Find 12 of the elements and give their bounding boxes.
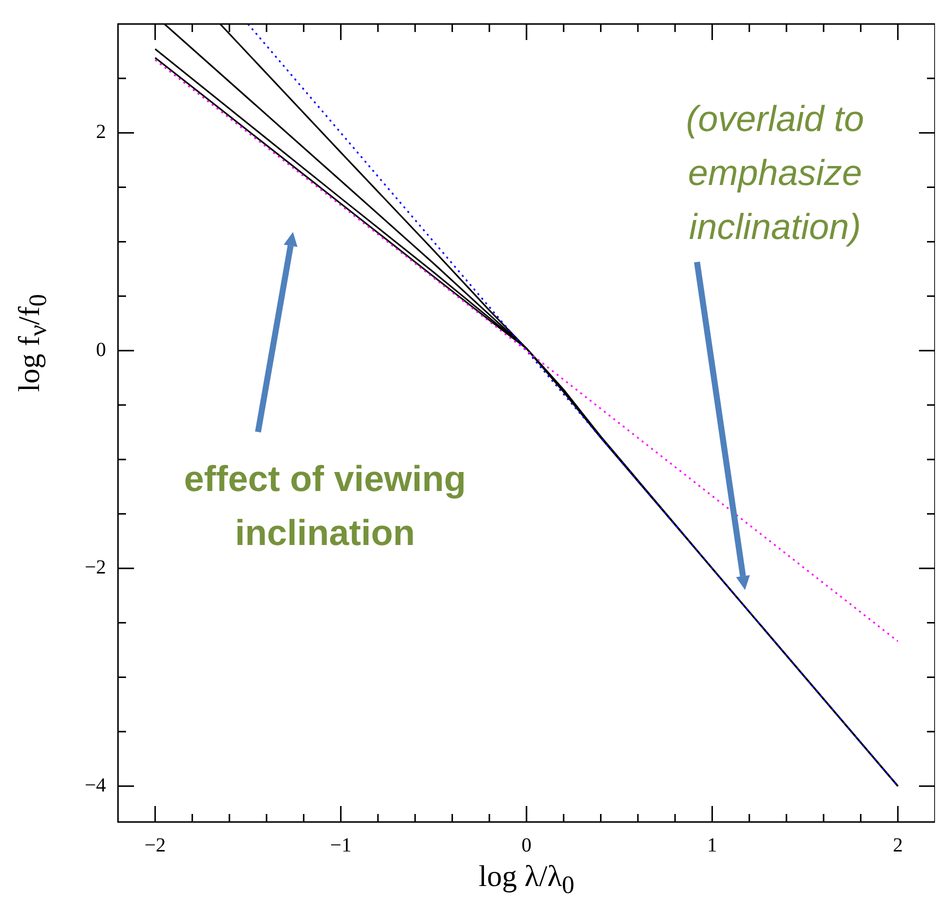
x-tick-label: 2 — [892, 834, 903, 856]
annotation: effect of viewing inclination — [182, 457, 468, 555]
x-tick-label: −2 — [144, 834, 166, 856]
y-tick-label: 0 — [96, 338, 106, 361]
x-tick-label: 1 — [707, 834, 718, 856]
y-tick-label: −4 — [84, 774, 106, 796]
y-tick-label: −2 — [84, 556, 106, 579]
x-tick-label: 0 — [522, 834, 532, 856]
x-axis-title: log λ/λ$_{0}$ — [478, 860, 576, 900]
annotation: (overlaid to emphasize inclination) — [684, 97, 866, 249]
x-tick-label: −1 — [330, 834, 352, 856]
y-tick-label: 2 — [96, 121, 106, 144]
